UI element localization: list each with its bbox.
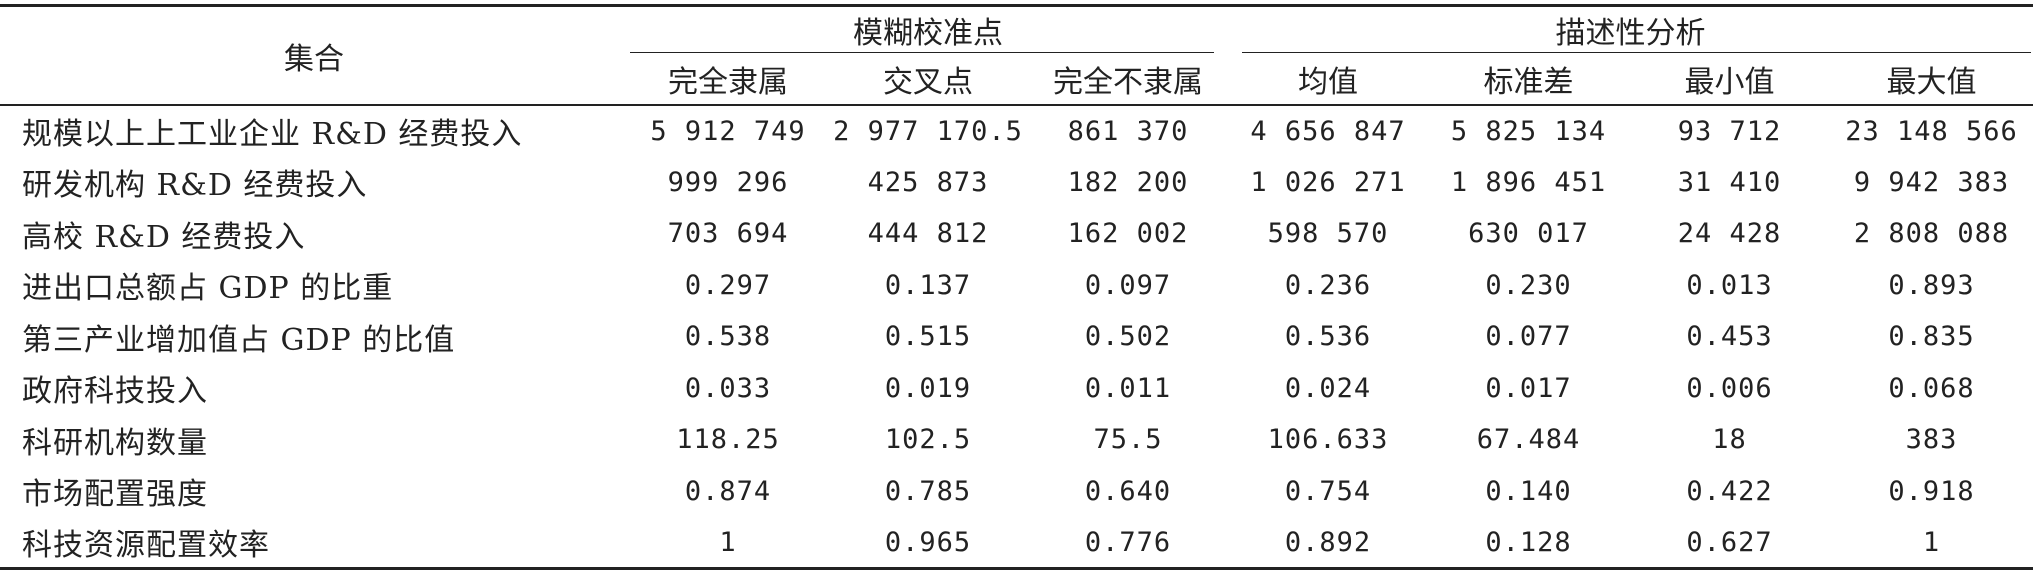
table-cell: 9 942 383 — [1853, 166, 2010, 198]
table-cell: 118.25 — [676, 424, 780, 456]
row-label: 进出口总额占 GDP 的比重 — [22, 271, 394, 307]
table-cell: 67.484 — [1476, 424, 1581, 456]
table-cell: 598 570 — [1267, 218, 1389, 250]
table-cell: 0.627 — [1629, 517, 1831, 570]
table-cell: 1 026 271 — [1250, 166, 1406, 198]
table-cell: 0.140 — [1485, 475, 1572, 507]
set-column-header: 集合 — [0, 4, 628, 106]
table-cell: 383 — [1905, 424, 1958, 456]
table-cell: 24 428 — [1677, 218, 1782, 250]
group-header-calibration: 模糊校准点 — [628, 4, 1229, 53]
data-table: 集合 模糊校准点 描述性分析 完全隶属 交叉点 完全不隶属 均值 标准差 最小值… — [0, 4, 2033, 570]
table-cell: 0.097 — [1084, 269, 1172, 301]
table-cell: 0.230 — [1485, 269, 1572, 301]
table-row: 研发机构 R&D 经费投入 999 296 425 873 182 200 1 … — [0, 157, 2033, 209]
table-cell: 4 656 847 — [1250, 115, 1406, 147]
group-underline-descriptive — [1242, 51, 2032, 53]
table-cell: 5 825 134 — [1450, 115, 1607, 147]
header-row-groups: 集合 模糊校准点 描述性分析 — [0, 4, 2033, 106]
table-cell: 0.297 — [684, 269, 772, 301]
table-row: 科研机构数量 118.25 102.5 75.5 106.633 67.484 … — [0, 414, 2033, 466]
table-cell: 0.137 — [884, 269, 972, 301]
table-row: 高校 R&D 经费投入 703 694 444 812 162 002 598 … — [0, 208, 2033, 260]
table-cell: 0.538 — [684, 321, 772, 353]
column-header-full-non-membership: 完全不隶属 — [1028, 53, 1229, 106]
column-header-min: 最小值 — [1629, 53, 1831, 106]
column-header-crossover: 交叉点 — [828, 53, 1028, 106]
table-row: 第三产业增加值占 GDP 的比值 0.538 0.515 0.502 0.536… — [0, 311, 2033, 363]
table-cell: 75.5 — [1093, 424, 1163, 456]
table-cell: 0.502 — [1084, 321, 1172, 353]
table-cell: 0.536 — [1284, 321, 1372, 353]
table-cell: 703 694 — [667, 218, 789, 250]
table-cell: 0.236 — [1284, 269, 1372, 301]
table-cell: 1 896 451 — [1450, 166, 1607, 198]
group-underline-calibration — [630, 51, 1215, 53]
table-cell: 1 — [1830, 517, 2033, 570]
table-cell: 0.835 — [1888, 321, 1975, 353]
table-cell: 23 148 566 — [1845, 115, 2018, 147]
table-cell: 0.754 — [1284, 475, 1372, 507]
table-cell: 2 977 170.5 — [833, 115, 1023, 147]
table-cell: 0.128 — [1428, 517, 1630, 570]
table-row: 科技资源配置效率 1 0.965 0.776 0.892 0.128 0.627… — [0, 517, 2033, 570]
table-cell: 861 370 — [1067, 115, 1189, 147]
table-cell: 1 — [628, 517, 828, 570]
table-cell: 0.024 — [1284, 372, 1372, 404]
table-cell: 0.017 — [1485, 372, 1572, 404]
column-header-std: 标准差 — [1428, 53, 1630, 106]
row-label: 高校 R&D 经费投入 — [22, 219, 306, 255]
table-cell: 0.640 — [1084, 475, 1172, 507]
group-header-descriptive-label: 描述性分析 — [1555, 16, 1706, 51]
table-cell: 0.893 — [1888, 269, 1975, 301]
table-cell: 444 812 — [867, 218, 989, 250]
table-row: 市场配置强度 0.874 0.785 0.640 0.754 0.140 0.4… — [0, 466, 2033, 518]
column-header-max: 最大值 — [1830, 53, 2033, 106]
table-cell: 0.965 — [828, 517, 1028, 570]
table-cell: 182 200 — [1067, 166, 1189, 198]
row-label: 科技资源配置效率 — [0, 517, 628, 570]
table-row: 进出口总额占 GDP 的比重 0.297 0.137 0.097 0.236 0… — [0, 260, 2033, 312]
table-cell: 106.633 — [1267, 424, 1389, 456]
table-row: 政府科技投入 0.033 0.019 0.011 0.024 0.017 0.0… — [0, 363, 2033, 415]
table-row: 规模以上上工业企业 R&D 经费投入 5 912 749 2 977 170.5… — [0, 105, 2033, 157]
table-cell: 0.019 — [884, 372, 972, 404]
table-cell: 0.033 — [684, 372, 772, 404]
table-cell: 102.5 — [884, 424, 972, 456]
table-cell: 0.874 — [684, 475, 772, 507]
table-cell: 0.006 — [1686, 372, 1773, 404]
table-cell: 31 410 — [1677, 166, 1782, 198]
table-cell: 0.077 — [1485, 321, 1572, 353]
table-cell: 630 017 — [1468, 218, 1589, 250]
row-label: 市场配置强度 — [22, 477, 208, 513]
row-label: 政府科技投入 — [22, 374, 208, 410]
group-header-descriptive: 描述性分析 — [1228, 4, 2033, 53]
column-header-full-membership: 完全隶属 — [628, 53, 828, 106]
row-label: 规模以上上工业企业 R&D 经费投入 — [22, 117, 523, 153]
row-label: 科研机构数量 — [22, 425, 208, 461]
table-cell: 162 002 — [1067, 218, 1189, 250]
table-cell: 999 296 — [667, 166, 789, 198]
table-cell: 0.776 — [1028, 517, 1229, 570]
table-cell: 18 — [1712, 424, 1747, 456]
table-cell: 0.068 — [1888, 372, 1975, 404]
row-label: 第三产业增加值占 GDP 的比值 — [22, 322, 456, 358]
group-header-calibration-label: 模糊校准点 — [853, 16, 1004, 51]
table-cell: 5 912 749 — [650, 115, 806, 147]
table-cell: 0.785 — [884, 475, 972, 507]
table-cell: 0.011 — [1084, 372, 1172, 404]
table-cell: 425 873 — [867, 166, 989, 198]
table-cell: 0.013 — [1686, 269, 1773, 301]
column-header-mean: 均值 — [1228, 53, 1429, 106]
header-row-columns: 完全隶属 交叉点 完全不隶属 均值 标准差 最小值 最大值 — [0, 53, 2033, 106]
table-cell: 0.918 — [1888, 475, 1975, 507]
table-cell: 93 712 — [1677, 115, 1782, 147]
table-cell: 0.515 — [884, 321, 972, 353]
table-cell: 2 808 088 — [1853, 218, 2010, 250]
table-cell: 0.453 — [1686, 321, 1773, 353]
row-label: 研发机构 R&D 经费投入 — [22, 168, 368, 204]
table-cell: 0.422 — [1686, 475, 1773, 507]
table-cell: 0.892 — [1228, 517, 1429, 570]
